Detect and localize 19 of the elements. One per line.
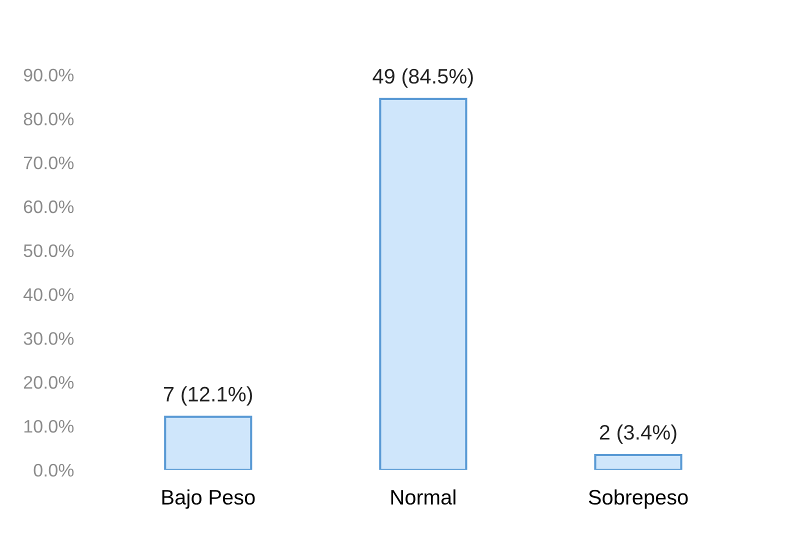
bar (594, 454, 682, 470)
y-tick-label: 20.0% (24, 376, 74, 389)
y-tick-label: 80.0% (24, 112, 74, 126)
y-tick-label: 30.0% (24, 332, 74, 345)
data-label: 2 (3.4%) (600, 424, 676, 444)
x-tick-label: Bajo Peso (162, 489, 255, 509)
y-tick-label: 10.0% (24, 420, 74, 433)
x-tick-label: Normal (391, 489, 456, 505)
y-tick-label: 0.0% (34, 464, 74, 477)
y-tick-label: 60.0% (24, 200, 74, 214)
bar (379, 98, 468, 470)
y-tick-label: 70.0% (24, 156, 74, 170)
y-tick-label: 90.0% (24, 68, 74, 82)
x-tick-label: Sobrepeso (588, 489, 688, 509)
y-tick-label: 40.0% (23, 288, 74, 302)
bar (164, 416, 252, 470)
y-tick-label: 50.0% (24, 244, 74, 258)
data-label: 7 (12.1%) (164, 386, 252, 406)
data-label: 49 (84.5%) (372, 68, 473, 88)
